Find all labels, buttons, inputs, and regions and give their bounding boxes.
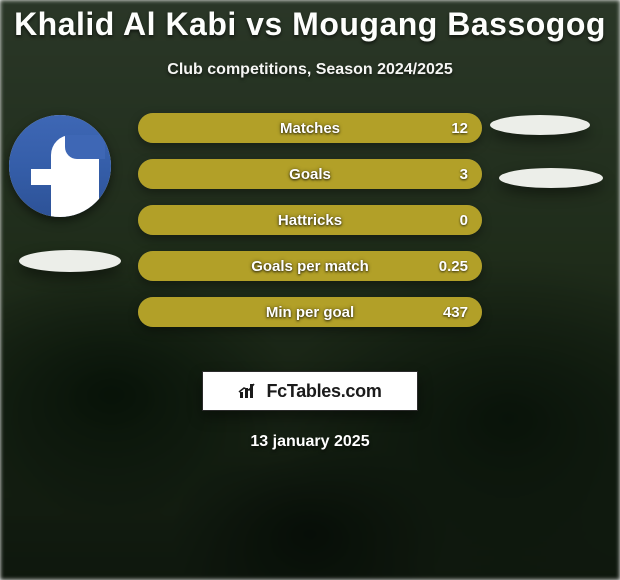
bar-chart-icon <box>238 382 260 400</box>
page-title: Khalid Al Kabi vs Mougang Bassogog <box>0 6 620 43</box>
player-left-name-oval <box>19 250 121 272</box>
source-logo: FcTables.com <box>202 371 418 411</box>
facebook-icon <box>9 115 111 217</box>
date-label: 13 january 2025 <box>0 433 620 451</box>
player-left-avatar <box>9 115 111 217</box>
player-right-name-oval <box>490 115 590 135</box>
stat-fill <box>138 113 482 143</box>
stat-fill <box>138 205 482 235</box>
stat-row-goals: Goals 3 <box>138 159 482 189</box>
player-right-name-oval-2 <box>499 168 603 188</box>
infographic: Khalid Al Kabi vs Mougang Bassogog Club … <box>0 0 620 580</box>
stat-row-matches: Matches 12 <box>138 113 482 143</box>
stat-fill <box>138 159 482 189</box>
stat-rows: Matches 12 Goals 3 Hattricks 0 Goals per… <box>138 113 482 343</box>
stat-fill <box>138 251 482 281</box>
stats-stage: Matches 12 Goals 3 Hattricks 0 Goals per… <box>0 113 620 353</box>
stat-row-min-per-goal: Min per goal 437 <box>138 297 482 327</box>
stat-row-hattricks: Hattricks 0 <box>138 205 482 235</box>
subtitle: Club competitions, Season 2024/2025 <box>0 61 620 79</box>
stat-row-goals-per-match: Goals per match 0.25 <box>138 251 482 281</box>
stat-fill <box>138 297 482 327</box>
source-logo-text: FcTables.com <box>266 381 381 402</box>
